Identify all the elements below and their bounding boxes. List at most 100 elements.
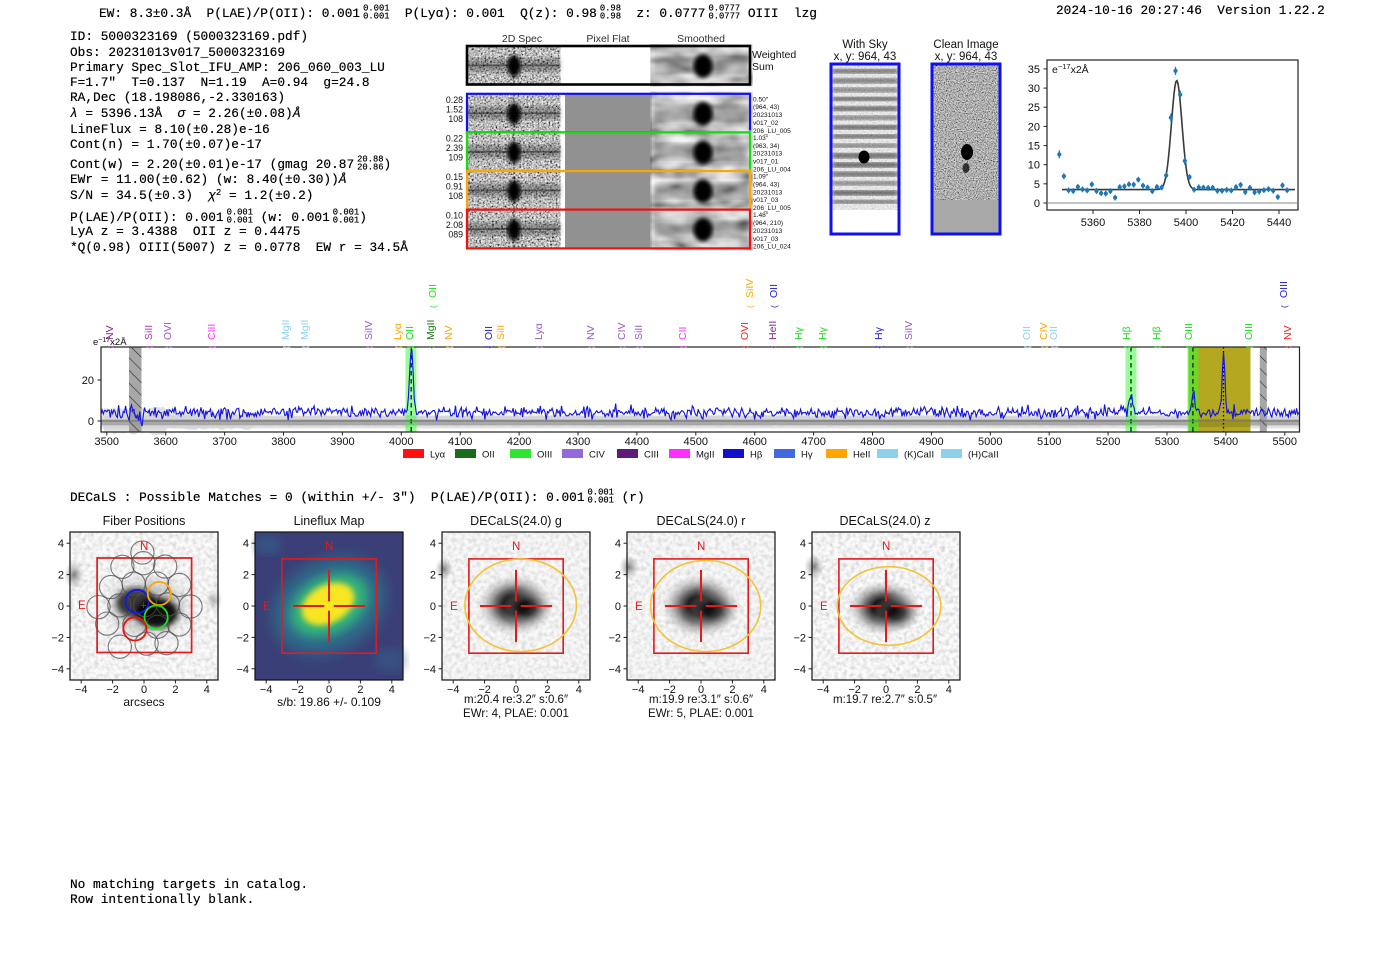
svg-text:5360: 5360: [1081, 217, 1105, 229]
svg-text:EWr: 4, PLAE: 0.001: EWr: 4, PLAE: 0.001: [463, 708, 569, 720]
svg-text:E: E: [820, 601, 828, 613]
svg-text:E: E: [450, 601, 458, 613]
svg-text:30: 30: [1028, 83, 1040, 95]
svg-text:0: 0: [800, 601, 806, 613]
svg-text:CII: CII: [677, 327, 689, 340]
svg-text:4: 4: [430, 538, 436, 550]
svg-text:2: 2: [172, 684, 178, 696]
svg-text:4: 4: [615, 538, 621, 550]
svg-text:OII: OII: [482, 450, 495, 461]
svg-text:1.52: 1.52: [446, 104, 463, 114]
svg-text:MgII: MgII: [299, 320, 311, 340]
svg-text:{: {: [1039, 346, 1049, 349]
svg-text:15: 15: [1028, 141, 1040, 153]
svg-text:2.08: 2.08: [446, 220, 463, 230]
svg-text:Hβ: Hβ: [750, 450, 763, 461]
svg-text:20: 20: [82, 375, 94, 387]
svg-text:4: 4: [946, 684, 952, 696]
svg-text:N: N: [697, 541, 705, 553]
svg-text:0: 0: [141, 684, 147, 696]
svg-text:NV: NV: [585, 325, 597, 340]
svg-text:0.22: 0.22: [446, 133, 463, 143]
svg-text:NV: NV: [104, 325, 116, 340]
svg-text:CIV: CIV: [616, 322, 628, 340]
svg-text:NV: NV: [1282, 325, 1294, 340]
svg-text:CIV: CIV: [589, 450, 606, 461]
svg-text:108: 108: [448, 191, 463, 201]
svg-text:{: {: [768, 346, 778, 349]
svg-text:{: {: [281, 346, 291, 349]
svg-text:108: 108: [448, 114, 463, 124]
svg-text:Pixel Flat: Pixel Flat: [586, 33, 629, 45]
svg-text:4: 4: [204, 684, 210, 696]
svg-text:{: {: [617, 346, 627, 349]
svg-text:E: E: [635, 601, 643, 613]
svg-text:−4: −4: [51, 664, 64, 676]
svg-text:OIII: OIII: [537, 450, 552, 461]
svg-text:SiII: SiII: [495, 325, 507, 340]
svg-text:DECaLS(24.0) z: DECaLS(24.0) z: [839, 514, 930, 528]
svg-text:0.15: 0.15: [446, 172, 463, 182]
svg-text:Hγ: Hγ: [793, 326, 805, 340]
svg-text:−4: −4: [793, 664, 806, 676]
svg-text:3500: 3500: [95, 436, 119, 448]
svg-text:25: 25: [1028, 102, 1040, 114]
svg-text:Hβ: Hβ: [1151, 326, 1163, 340]
svg-text:−2: −2: [106, 684, 119, 696]
svg-text:4: 4: [761, 684, 767, 696]
svg-text:m:20.4 re:3.2″ s:0.6″: m:20.4 re:3.2″ s:0.6″: [464, 694, 568, 706]
svg-text:089: 089: [448, 230, 463, 240]
svg-text:206_LU_024: 206_LU_024: [753, 244, 791, 251]
svg-text:10: 10: [1028, 160, 1040, 172]
svg-text:20231013: 20231013: [753, 151, 783, 158]
svg-text:2: 2: [357, 684, 363, 696]
svg-text:{: {: [496, 346, 506, 349]
svg-text:v017_01: v017_01: [753, 159, 779, 166]
svg-text:(: (: [1279, 305, 1289, 308]
svg-text:Sum: Sum: [752, 61, 774, 73]
svg-text:4200: 4200: [507, 436, 531, 448]
svg-text:3600: 3600: [153, 436, 177, 448]
svg-text:35: 35: [1028, 64, 1040, 76]
svg-text:v017_03: v017_03: [753, 197, 779, 204]
svg-text:{: {: [1122, 346, 1132, 349]
svg-text:With Sky: With Sky: [842, 39, 888, 51]
svg-text:{: {: [393, 346, 403, 349]
svg-text:{: {: [1152, 346, 1162, 349]
svg-text:4900: 4900: [919, 436, 943, 448]
svg-text:2: 2: [58, 570, 64, 582]
svg-text:−2: −2: [478, 684, 491, 696]
svg-text:5: 5: [1034, 179, 1040, 191]
svg-text:4: 4: [800, 538, 806, 550]
svg-text:−2: −2: [848, 684, 861, 696]
svg-text:2: 2: [615, 570, 621, 582]
svg-text:(: (: [769, 305, 779, 308]
svg-text:{: {: [484, 346, 494, 349]
svg-text:−4: −4: [260, 684, 273, 696]
svg-text:v017_02: v017_02: [753, 120, 779, 127]
svg-text:2: 2: [914, 684, 920, 696]
svg-text:20: 20: [1028, 121, 1040, 133]
svg-text:(K)CaII: (K)CaII: [904, 450, 934, 461]
svg-text:{: {: [534, 346, 544, 349]
svg-text:v017_03: v017_03: [753, 236, 779, 243]
svg-text:m:19.7 re:2.7″ s:0.5″: m:19.7 re:2.7″ s:0.5″: [833, 694, 937, 706]
svg-text:0: 0: [615, 601, 621, 613]
svg-text:−4: −4: [632, 684, 645, 696]
svg-text:0.50″: 0.50″: [753, 96, 769, 103]
svg-text:−2: −2: [663, 684, 676, 696]
svg-text:Hβ: Hβ: [1121, 326, 1133, 340]
svg-text:(964, 43): (964, 43): [753, 181, 779, 188]
svg-text:Hγ: Hγ: [873, 326, 885, 340]
svg-text:−4: −4: [423, 664, 436, 676]
svg-text:{: {: [364, 346, 374, 349]
svg-text:2: 2: [243, 570, 249, 582]
svg-text:20231013: 20231013: [753, 228, 783, 235]
svg-text:OII: OII: [404, 326, 416, 340]
svg-text:OIII: OIII: [1243, 323, 1255, 340]
svg-text:{: {: [1049, 346, 1059, 349]
svg-text:20231013: 20231013: [753, 189, 783, 196]
svg-text:5440: 5440: [1267, 217, 1291, 229]
svg-text:MgII: MgII: [696, 450, 714, 461]
svg-text:5400: 5400: [1174, 217, 1198, 229]
